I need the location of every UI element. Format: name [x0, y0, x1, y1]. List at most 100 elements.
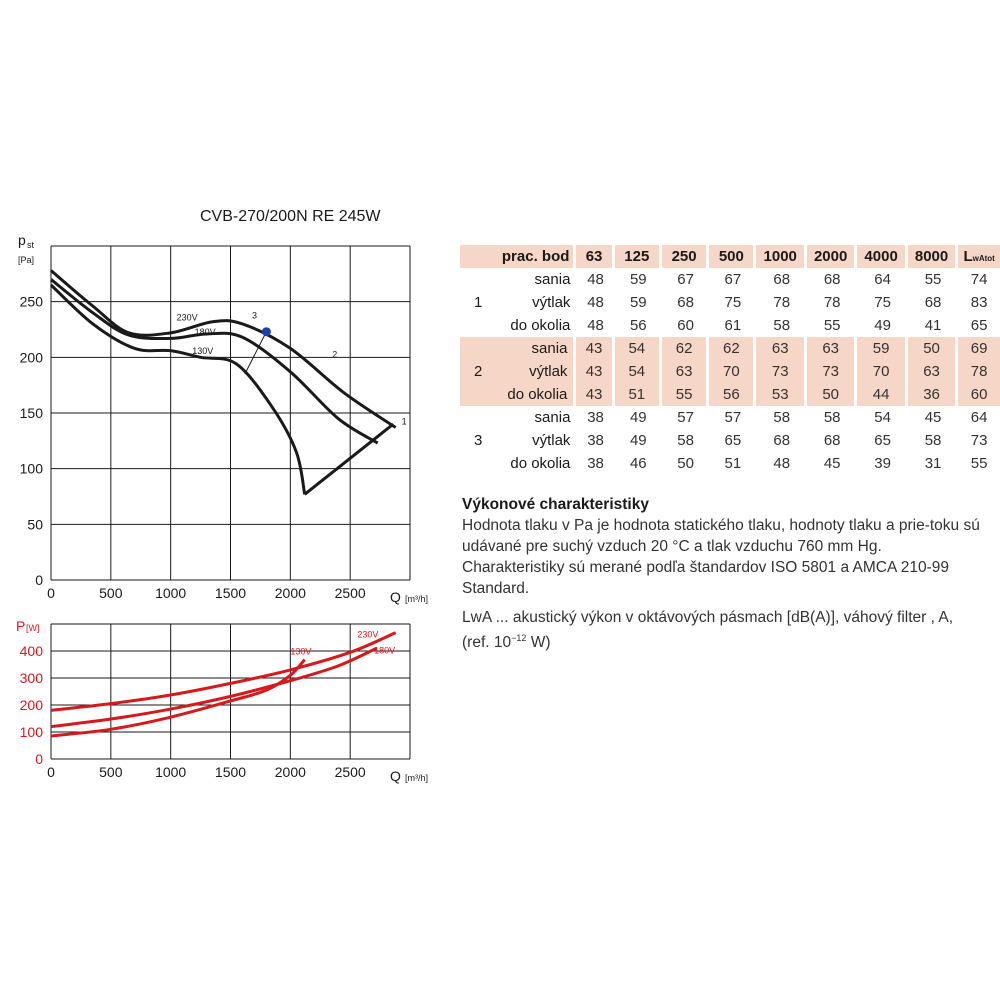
row-label-text: sania: [534, 271, 571, 288]
series-label: 180V: [374, 646, 395, 656]
table-cell: 45: [823, 455, 841, 472]
row-label-text: výtlak: [529, 363, 568, 380]
description-body: Hodnota tlaku v Pa je hodnota statického…: [462, 517, 980, 597]
table-cell: 41: [924, 317, 942, 334]
table-cell: 51: [724, 455, 742, 472]
x-tick-label: 2000: [275, 764, 306, 780]
table-cell: 58: [924, 432, 942, 449]
x-tick-label: 2000: [275, 585, 306, 601]
table-row: 3 výtlak 38 49 58 65 68 68 65 58 73: [460, 429, 1000, 452]
table-cell: 48: [587, 294, 604, 311]
row-label-text: do okolia: [510, 455, 571, 472]
row-label: 1 výtlak: [460, 291, 576, 314]
table-cell: 78: [958, 360, 1000, 383]
table-cell: 65: [970, 317, 988, 334]
y-axis-label-sub: st: [27, 240, 35, 250]
table-cell: 73: [970, 432, 988, 449]
table-header-cell: 250: [661, 245, 710, 268]
table-header-row: prac. bod 63 125 250 500 1000 2000 4000 8000 LwAt…: [460, 245, 1000, 268]
marker-leader-line: [244, 331, 267, 375]
y-tick-label: 150: [20, 405, 44, 421]
y-tick-label: 250: [20, 294, 44, 310]
table-cell: 58: [773, 409, 791, 426]
table-cell: 45: [924, 409, 942, 426]
table-cell: 67: [677, 271, 694, 288]
table-cell: 38: [587, 455, 604, 472]
table-cell: 64: [970, 409, 988, 426]
table-cell: 63: [661, 360, 710, 383]
table-cell: 58: [773, 317, 791, 334]
table-cell: 65: [874, 432, 891, 449]
table-header-cell: prac. bod: [460, 245, 577, 268]
x-axis-unit: [m³/h]: [405, 773, 428, 783]
octave-sound-table: prac. bod 63 125 250 500 1000 2000 4000 8000 LwAt…: [460, 245, 1000, 475]
y-tick-label: 100: [20, 461, 44, 477]
row-label-text: do okolia: [507, 386, 568, 403]
row-label-text: sania: [531, 340, 568, 357]
table-cell: 39: [874, 455, 891, 472]
row-label: do okolia: [460, 314, 576, 337]
table-cell: 69: [958, 337, 1000, 360]
y-tick-label: 200: [20, 349, 44, 365]
x-axis-label: Q: [390, 589, 401, 605]
table-cell: 56: [629, 317, 647, 334]
table-cell: 78: [823, 294, 841, 311]
y-axis-label: p: [18, 232, 26, 248]
table-row: sania 38 49 57 57 58 58 54 45 64: [460, 406, 1000, 429]
y-tick-label: 200: [20, 697, 44, 713]
y-tick-label: 50: [27, 516, 43, 532]
table-cell: 50: [907, 337, 959, 360]
description-heading: Výkonové charakteristiky: [462, 496, 649, 513]
table-row: sania 43 54 62 62 63 63 59 50 69: [460, 337, 1000, 360]
table-header-cell: 4000: [857, 245, 908, 268]
x-tick-label: 0: [47, 585, 55, 601]
table-cell: 64: [874, 271, 891, 288]
lwa-note: LwA ... akustický výkon v oktávových pás…: [462, 607, 982, 653]
charts-area: CVB-270/200N RE 245W 0 500 1000 1500 2000 250…: [16, 208, 428, 784]
y-tick-label: 0: [35, 572, 43, 588]
table-cell: 57: [724, 409, 742, 426]
series-line: [49, 283, 307, 495]
table-cell: 68: [677, 294, 694, 311]
operating-point-marker: [261, 327, 271, 337]
series-label: 180V: [195, 327, 216, 337]
x-tick-label: 1500: [215, 764, 246, 780]
table-cell: 68: [924, 294, 942, 311]
operating-point-label: 3: [252, 311, 257, 321]
row-label-text: do okolia: [510, 317, 571, 334]
series-label: 230V: [357, 630, 378, 640]
table-cell: 55: [970, 455, 988, 472]
table-cell: 65: [724, 432, 742, 449]
table-cell: 67: [724, 271, 742, 288]
x-tick-label: 2500: [335, 585, 366, 601]
lwa-note-tail: W): [526, 634, 551, 652]
row-label-text: sania: [534, 409, 571, 426]
table-cell: 50: [677, 455, 694, 472]
x-tick-label: 1500: [215, 585, 246, 601]
y-tick-label: 100: [20, 724, 44, 740]
table-cell: 38: [587, 432, 604, 449]
table-header-cell: 63: [576, 245, 615, 268]
x-tick-label: 1000: [155, 764, 186, 780]
table-cell: 55: [661, 383, 710, 406]
table-cell: 59: [629, 294, 647, 311]
table-row: do okolia 38 46 50 51 48 45 39 31 55: [460, 452, 1000, 475]
table-cell: 49: [629, 409, 647, 426]
table-cell: 53: [756, 383, 807, 406]
y-axis-unit: [Pa]: [18, 255, 34, 265]
y-tick-label: 300: [20, 670, 44, 686]
table-cell: 51: [614, 383, 662, 406]
table-cell: 68: [823, 271, 841, 288]
series-line: [50, 269, 397, 429]
y-tick-label: 0: [35, 751, 43, 767]
table-header-cell: 8000: [907, 245, 959, 268]
lwa-subscript: wAtot: [972, 254, 995, 263]
table-cell: 54: [614, 337, 662, 360]
table-cell: 62: [661, 337, 710, 360]
chart-title: CVB-270/200N RE 245W: [200, 208, 381, 225]
series-label: 130V: [290, 646, 311, 656]
table-cell: 43: [576, 360, 615, 383]
row-label: do okolia: [460, 383, 577, 406]
performance-description: Výkonové charakteristiky Hodnota tlaku v…: [462, 494, 982, 653]
table-row: sania 48 59 67 67 68 68 64 55 74: [460, 268, 1000, 291]
